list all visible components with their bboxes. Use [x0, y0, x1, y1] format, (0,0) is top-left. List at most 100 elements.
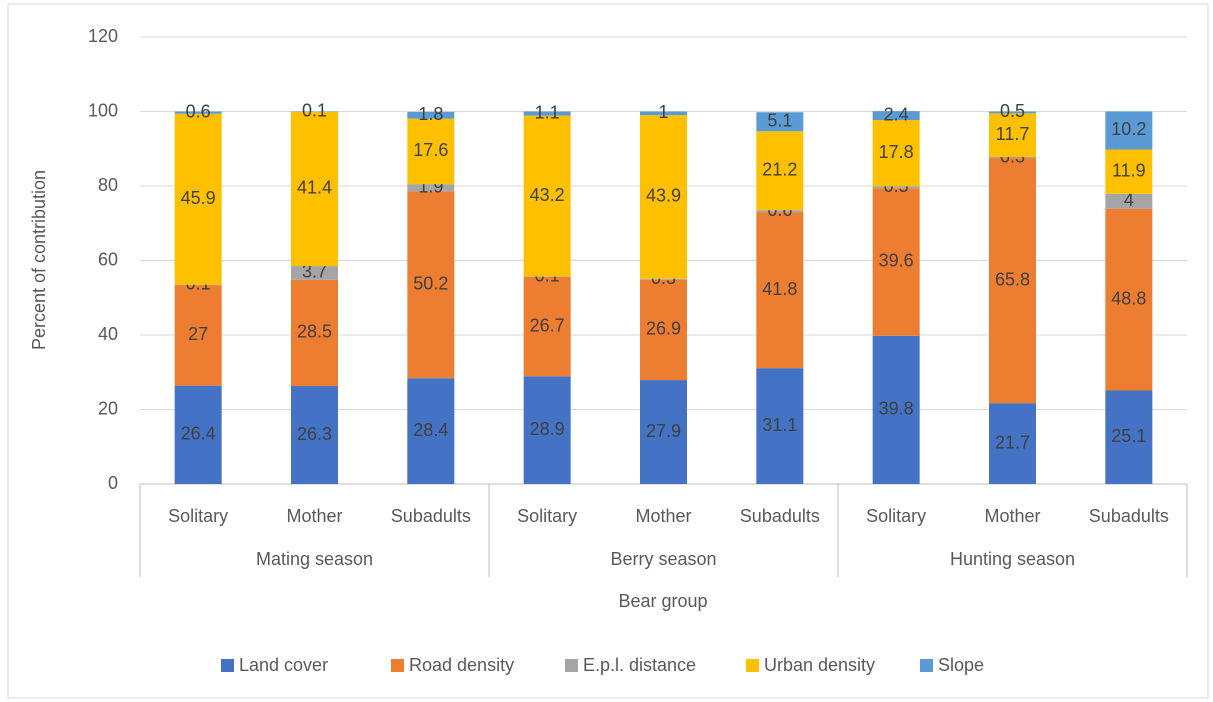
y-tick-label: 80: [98, 175, 118, 195]
legend-swatch: [920, 659, 933, 672]
value-label: 21.2: [762, 159, 797, 179]
value-label: 17.6: [413, 140, 448, 160]
bar-segment: [291, 111, 338, 267]
value-label: 1.8: [418, 104, 443, 124]
bar-segment: [1105, 111, 1153, 150]
value-label: 50.2: [413, 273, 448, 293]
bar-segment: [174, 285, 222, 386]
bar-segment: [989, 158, 1036, 404]
bar-segment: [523, 376, 571, 484]
value-label: 26.9: [646, 319, 681, 339]
value-label: 41.8: [762, 279, 797, 299]
bar-segment: [872, 188, 920, 336]
legend-label: Land cover: [239, 655, 328, 675]
legend-swatch: [221, 659, 234, 672]
bar-segment: [1105, 149, 1153, 194]
y-axis-title: Percent of contribution: [29, 170, 49, 350]
bar-segment: [407, 184, 455, 192]
bar-segment: [1105, 390, 1153, 484]
bar-segment: [640, 380, 687, 484]
bar-segment: [989, 156, 1036, 159]
y-tick-label: 120: [88, 26, 118, 46]
value-label: 0.6: [186, 101, 211, 121]
value-label: 4: [1124, 190, 1134, 210]
y-tick-label: 20: [98, 398, 118, 418]
bar-segment: [989, 113, 1036, 157]
group-label: Berry season: [610, 549, 716, 569]
bar-segment: [291, 386, 338, 484]
bar-segment: [640, 278, 687, 280]
value-label: 17.8: [879, 142, 914, 162]
bar-segment: [407, 111, 455, 119]
value-label: 45.9: [181, 188, 216, 208]
value-label: 1: [658, 102, 668, 122]
value-label: 27.9: [646, 421, 681, 441]
y-tick-label: 0: [108, 473, 118, 493]
x-axis-title: Bear group: [618, 591, 707, 611]
value-label: 43.9: [646, 186, 681, 206]
legend-label: E.p.l. distance: [583, 655, 696, 675]
bar-segment: [407, 118, 455, 185]
bar-segment: [989, 111, 1036, 114]
y-tick-label: 100: [88, 100, 118, 120]
chart-border: [7, 3, 1209, 699]
legend-label: Road density: [409, 655, 514, 675]
legend-swatch: [565, 659, 578, 672]
x-tick-label: Solitary: [866, 506, 926, 526]
bar-segment: [174, 113, 222, 285]
value-label: 27: [188, 324, 208, 344]
bar-segment: [989, 403, 1036, 484]
bar-segment: [872, 335, 920, 484]
bar-segment: [756, 212, 804, 369]
value-label: 28.4: [413, 420, 448, 440]
value-label: 31.1: [762, 415, 797, 435]
bar-segment: [407, 191, 455, 379]
value-label: 1.1: [535, 102, 560, 122]
value-label: 39.6: [879, 251, 914, 271]
value-label: 48.8: [1111, 288, 1146, 308]
value-label: 11.7: [996, 124, 1030, 144]
value-label: 65.8: [995, 269, 1030, 289]
value-label: 21.7: [995, 432, 1030, 452]
value-label: 11.9: [1112, 160, 1146, 180]
value-label: 43.2: [530, 185, 565, 205]
value-label: 41.4: [297, 178, 332, 198]
group-label: Hunting season: [950, 549, 1075, 569]
value-label: 0.5: [1000, 101, 1025, 121]
legend-swatch: [746, 659, 759, 672]
x-tick-label: Mother: [984, 506, 1040, 526]
bar-segment: [872, 111, 920, 121]
x-tick-label: Solitary: [168, 506, 228, 526]
bar-segment: [523, 111, 571, 116]
value-label: 0.1: [302, 100, 327, 120]
legend-label: Slope: [938, 655, 984, 675]
bar-segment: [872, 186, 920, 189]
x-tick-label: Mother: [286, 506, 342, 526]
value-label: 10.2: [1111, 119, 1146, 139]
x-tick-label: Mother: [635, 506, 691, 526]
bar-segment: [1105, 208, 1153, 391]
bar-segment: [523, 115, 571, 277]
y-tick-label: 60: [98, 249, 118, 269]
x-tick-label: Subadults: [391, 506, 471, 526]
bar-segment: [756, 131, 804, 211]
value-label: 28.9: [530, 419, 565, 439]
x-tick-label: Subadults: [1089, 506, 1169, 526]
legend-label: Urban density: [764, 655, 875, 675]
value-label: 3.7: [302, 262, 327, 282]
bar-segment: [523, 276, 571, 377]
x-tick-label: Solitary: [517, 506, 577, 526]
bar-segment: [640, 279, 687, 381]
value-label: 2.4: [884, 104, 909, 124]
value-label: 26.3: [297, 424, 332, 444]
legend-swatch: [391, 659, 404, 672]
value-label: 39.8: [879, 399, 914, 419]
bar-segment: [291, 279, 338, 387]
bar-segment: [291, 266, 338, 280]
bar-segment: [640, 115, 687, 279]
value-label: 28.5: [297, 322, 332, 342]
bar-segment: [640, 111, 687, 116]
value-label: 25.1: [1111, 426, 1146, 446]
bar-segment: [174, 385, 222, 484]
